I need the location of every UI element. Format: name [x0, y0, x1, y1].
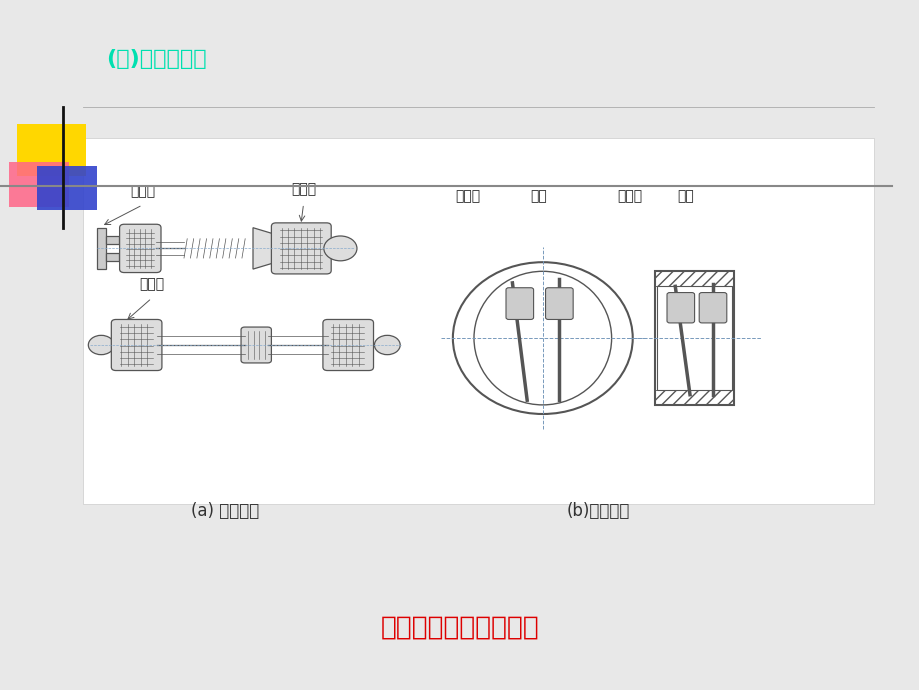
Text: (b)使用方法: (b)使用方法	[566, 502, 629, 520]
FancyBboxPatch shape	[666, 293, 694, 323]
Bar	[106, 253, 119, 261]
Bar	[106, 236, 119, 244]
Text: 内径千分尺及使用方法: 内径千分尺及使用方法	[380, 615, 539, 641]
Text: 正确: 正确	[529, 190, 546, 204]
Circle shape	[88, 335, 114, 355]
Circle shape	[374, 335, 400, 355]
Text: 接长杆: 接长杆	[130, 184, 155, 198]
FancyBboxPatch shape	[111, 319, 162, 371]
Bar	[654, 270, 733, 286]
FancyBboxPatch shape	[83, 138, 873, 504]
Bar	[17, 124, 85, 176]
Text: 测微头: 测微头	[290, 183, 316, 197]
Ellipse shape	[452, 262, 632, 414]
Bar	[9, 162, 69, 207]
Bar	[37, 166, 96, 210]
FancyBboxPatch shape	[241, 327, 271, 363]
Bar	[96, 228, 106, 269]
Circle shape	[323, 236, 357, 261]
FancyBboxPatch shape	[505, 288, 533, 319]
Text: 不正确: 不正确	[617, 190, 642, 204]
FancyBboxPatch shape	[119, 224, 161, 273]
Ellipse shape	[473, 271, 611, 405]
FancyBboxPatch shape	[271, 223, 331, 274]
Bar	[656, 286, 732, 391]
Text: 正确: 正确	[676, 190, 693, 204]
Text: (a) 外型结构: (a) 外型结构	[191, 502, 259, 520]
Polygon shape	[253, 228, 276, 269]
Text: 不正确: 不正确	[454, 190, 480, 204]
FancyBboxPatch shape	[323, 319, 373, 371]
Text: (一)孔径的测量: (一)孔径的测量	[106, 49, 206, 68]
Bar	[654, 271, 733, 406]
FancyBboxPatch shape	[545, 288, 573, 319]
Bar	[654, 391, 733, 406]
Text: 接长杆: 接长杆	[139, 277, 165, 291]
FancyBboxPatch shape	[698, 293, 726, 323]
